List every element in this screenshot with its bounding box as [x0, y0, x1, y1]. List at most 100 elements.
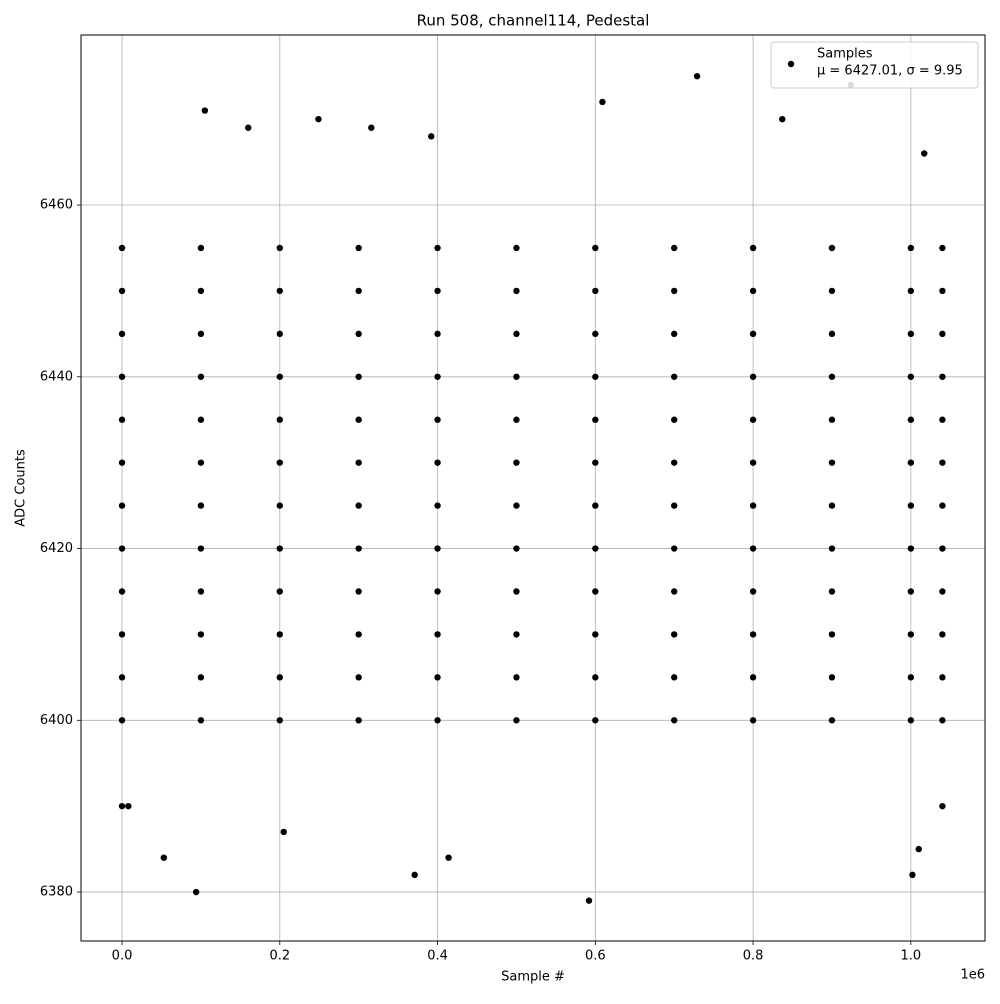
point [828, 545, 836, 552]
point [513, 674, 520, 681]
point [118, 502, 126, 509]
legend-marker [787, 60, 795, 68]
point [592, 330, 599, 338]
point [355, 631, 362, 638]
point [749, 416, 757, 423]
point [671, 373, 678, 380]
point [118, 588, 126, 595]
point [118, 717, 126, 724]
point [197, 631, 205, 638]
point [276, 502, 283, 509]
point [907, 330, 915, 338]
plot-frame [80, 34, 986, 942]
point [245, 124, 252, 131]
point [434, 631, 441, 638]
point [513, 459, 520, 466]
legend-label: Samples [817, 47, 873, 62]
point [355, 717, 362, 724]
point [749, 631, 757, 638]
point [118, 244, 126, 252]
point [939, 674, 946, 681]
point [749, 330, 757, 338]
point [592, 588, 599, 595]
x-tick-label: 1.0 [901, 949, 922, 964]
point [197, 588, 205, 595]
point [197, 330, 205, 338]
point [907, 373, 915, 380]
point [671, 287, 678, 295]
point [513, 502, 520, 509]
point [939, 631, 946, 638]
point [907, 502, 915, 509]
point [828, 416, 836, 423]
point [749, 244, 757, 252]
point [671, 545, 678, 552]
point [592, 416, 599, 423]
point [749, 373, 757, 380]
point [434, 674, 441, 681]
point [513, 545, 520, 552]
point [907, 717, 915, 724]
chart-title: Run 508, channel114, Pedestal [417, 12, 650, 30]
point [197, 717, 205, 724]
point [592, 287, 599, 295]
point [939, 373, 946, 380]
point [749, 717, 757, 724]
point [118, 330, 126, 338]
point [197, 373, 205, 380]
point [118, 287, 126, 295]
point [445, 854, 452, 861]
point [939, 459, 946, 466]
point [828, 631, 836, 638]
point [939, 416, 946, 423]
point [434, 502, 441, 509]
x-tick-label: 0.2 [269, 949, 290, 964]
point [434, 717, 441, 724]
point [192, 888, 200, 896]
point [749, 459, 757, 466]
point [280, 828, 287, 836]
point [671, 631, 678, 638]
point [828, 588, 836, 595]
point [939, 802, 946, 810]
point [434, 373, 441, 380]
point [355, 545, 362, 552]
point [125, 802, 132, 810]
point [434, 588, 441, 595]
point [828, 502, 836, 509]
legend-note: μ = 6427.01, σ = 9.95 [817, 64, 963, 79]
point [599, 98, 606, 106]
point [749, 545, 757, 552]
point [276, 588, 283, 595]
point [592, 717, 599, 724]
point [907, 545, 915, 552]
y-tick-label: 6440 [40, 369, 73, 384]
point [939, 502, 946, 509]
point [671, 717, 678, 724]
point [434, 459, 441, 466]
point [513, 373, 520, 380]
point [276, 330, 283, 338]
point [276, 545, 283, 552]
point [276, 717, 283, 724]
point [276, 373, 283, 380]
y-axis-label: ADC Counts [14, 449, 29, 527]
point [315, 115, 322, 123]
point [907, 287, 915, 295]
point [939, 588, 946, 595]
point [355, 674, 362, 681]
point [434, 545, 441, 552]
legend-box [770, 41, 979, 89]
x-tick-label: 0.8 [743, 949, 764, 964]
y-tick-label: 6420 [40, 541, 73, 556]
point [355, 502, 362, 509]
point [118, 373, 126, 380]
legend: Samples μ = 6427.01, σ = 9.95 [770, 41, 979, 89]
point [828, 717, 836, 724]
point [939, 717, 946, 724]
point [828, 330, 836, 338]
point [513, 588, 520, 595]
point [197, 244, 205, 252]
